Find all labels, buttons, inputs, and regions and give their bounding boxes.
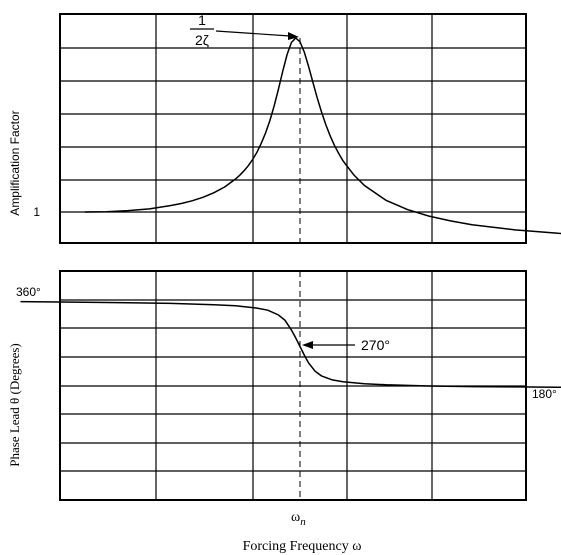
amplification-y-axis-label: Amplification Factor — [8, 110, 22, 215]
natural-frequency-label: ωn — [291, 510, 306, 528]
x-axis-label: Forcing Frequency ω — [243, 539, 362, 554]
phase-annotation: 270° — [302, 337, 390, 353]
phase-y-tick-360: 360° — [16, 285, 41, 299]
phase-annotation-arrowhead — [302, 341, 313, 349]
peak-annotation-arrow — [215, 30, 291, 37]
peak-annotation-arrowhead — [288, 32, 299, 40]
phase-annotation-270: 270° — [361, 337, 390, 353]
amplification-y-tick-1: 1 — [33, 205, 40, 219]
peak-annotation: 1 2ζ — [190, 12, 299, 48]
phase-right-label-180: 180° — [532, 387, 557, 401]
amplification-chart: 1 Amplification Factor 1 2ζ — [8, 12, 561, 244]
amplification-curve — [84, 36, 561, 235]
peak-annotation-numerator: 1 — [198, 12, 206, 28]
phase-y-axis-label: Phase Lead θ (Degrees) — [7, 343, 22, 467]
phase-chart: 360° 180° Phase Lead θ (Degrees) 270° ωn… — [7, 270, 561, 554]
amplification-grid — [60, 14, 526, 243]
amplification-plot-frame — [59, 13, 527, 244]
phase-curve — [20, 300, 561, 388]
peak-annotation-denominator: 2ζ — [195, 32, 209, 48]
